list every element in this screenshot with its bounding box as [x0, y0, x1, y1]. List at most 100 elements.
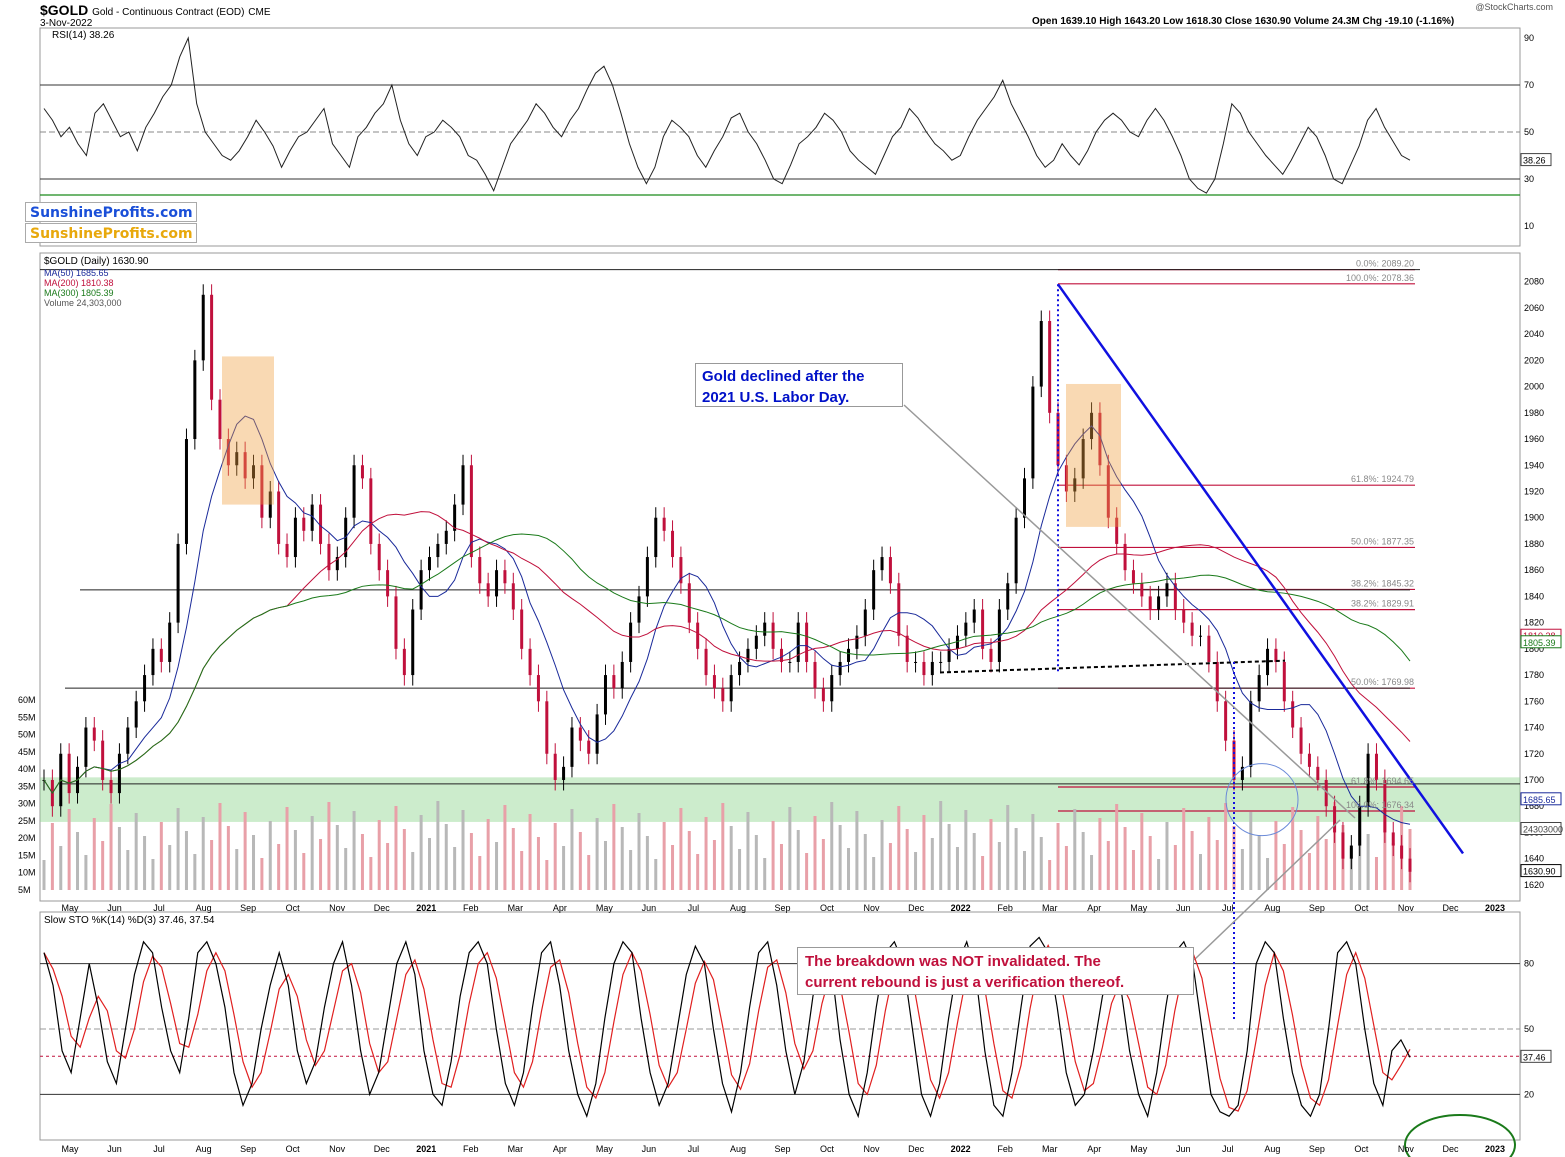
price-candle [562, 766, 566, 780]
sto-x-tick: May [1130, 1144, 1148, 1154]
volume-bar [1006, 805, 1010, 890]
breakdown-annotation: The breakdown was NOT invalidated. The c… [797, 947, 1194, 995]
price-candle [436, 543, 440, 558]
price-candle [469, 465, 473, 558]
volume-bar [796, 830, 800, 890]
price-x-tick: Jun [107, 903, 122, 913]
price-candle [696, 622, 700, 649]
price-candle [1023, 478, 1027, 518]
volume-bar [1115, 804, 1119, 890]
chart-date: 3-Nov-2022 [40, 18, 93, 29]
volume-bar [1198, 854, 1202, 890]
price-candle [143, 675, 147, 702]
price-candle [1299, 727, 1303, 754]
price-x-tick: 2021 [416, 903, 436, 913]
rsi-last-value: 38.26 [1523, 156, 1546, 166]
price-candle [997, 609, 1001, 662]
price-candle [536, 675, 540, 702]
rsi-line [43, 36, 1411, 194]
rsi-panel-frame [39, 27, 1521, 247]
price-tick-label: 1720 [1524, 749, 1544, 759]
fib-label: 38.2%: 1845.32 [1351, 578, 1414, 588]
volume-bar [427, 838, 431, 890]
price-candle [1358, 806, 1362, 846]
volume-bar [1081, 832, 1085, 890]
volume-bar [92, 818, 96, 890]
price-candle [1349, 845, 1353, 859]
volume-bar [520, 851, 524, 890]
price-x-tick: Apr [1087, 903, 1101, 913]
price-candle [545, 701, 549, 754]
price-candle [293, 517, 297, 558]
volume-tick-label: 60M [18, 695, 36, 705]
price-candle [453, 504, 457, 531]
volume-tick-label: 15M [18, 850, 36, 860]
price-candle [67, 753, 71, 794]
breakdown-annotation-line2: current rebound is just a verification t… [805, 974, 1125, 991]
price-candle [620, 661, 624, 689]
brand-label-blue: SunshineProfits.com [25, 202, 197, 222]
price-x-tick: Apr [553, 903, 567, 913]
price-candle [319, 504, 323, 544]
volume-bar [1140, 813, 1144, 890]
price-candle [754, 635, 758, 649]
price-legend-entry: MA(300) 1805.39 [44, 288, 114, 298]
volume-bar [260, 858, 264, 890]
price-candle [662, 517, 666, 531]
price-candle [578, 727, 582, 741]
volume-bar [1073, 809, 1077, 890]
price-candle [721, 688, 725, 702]
volume-bar [1274, 821, 1278, 890]
volume-bar [143, 836, 147, 890]
volume-bar [1316, 816, 1320, 890]
price-candle [101, 740, 105, 780]
volume-bar [763, 858, 767, 890]
price-x-tick: Dec [374, 903, 391, 913]
volume-bar [880, 820, 884, 890]
price-x-tick: Feb [463, 903, 479, 913]
price-candle [905, 635, 909, 662]
rsi-last-box [1520, 153, 1552, 167]
volume-bar [1165, 822, 1169, 890]
volume-bar [1257, 835, 1261, 890]
volume-bar [1366, 834, 1370, 890]
volume-bar [654, 859, 658, 890]
price-candle [117, 753, 121, 794]
sto-x-tick: Nov [864, 1144, 881, 1154]
volume-bar [302, 853, 306, 890]
volume-bar [905, 829, 909, 890]
price-candle [277, 491, 281, 544]
volume-bar [562, 846, 566, 890]
volume-tick-label: 25M [18, 816, 36, 826]
volume-bar [997, 842, 1001, 890]
price-candle [603, 675, 607, 715]
fib-label: 50.0%: 1877.35 [1351, 536, 1414, 546]
ma50-line [43, 415, 1411, 825]
volume-bar [67, 809, 71, 890]
volume-bar [570, 809, 574, 890]
price-candle [461, 465, 465, 505]
price-candle [1249, 701, 1253, 767]
volume-bar [679, 808, 683, 890]
volume-bar [293, 830, 297, 890]
volume-bar [1333, 802, 1337, 890]
price-candle [1148, 596, 1152, 610]
price-candle [386, 570, 390, 597]
volume-bar [210, 840, 214, 890]
volume-bar [394, 806, 398, 890]
sto-k-line [43, 936, 1411, 1119]
sto-x-tick: Apr [553, 1144, 567, 1154]
sto-x-tick: Sep [1309, 1144, 1325, 1154]
highlight-box-2020 [222, 356, 274, 505]
volume-bar [930, 838, 934, 890]
price-candle [805, 622, 809, 662]
sto-x-tick: Nov [329, 1144, 346, 1154]
price-x-tick: Mar [1042, 903, 1058, 913]
sto-tick-label: 50 [1524, 1024, 1534, 1034]
price-candle [151, 648, 155, 676]
volume-bar [1131, 850, 1135, 890]
volume-bar [888, 843, 892, 890]
volume-tick-label: 35M [18, 781, 36, 791]
volume-bar [469, 833, 473, 890]
volume-bar [821, 839, 825, 890]
